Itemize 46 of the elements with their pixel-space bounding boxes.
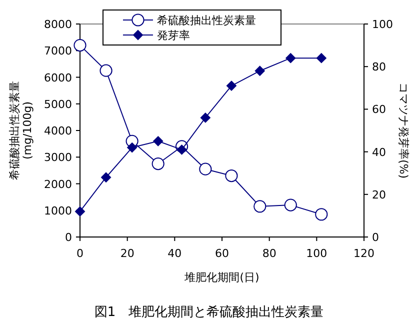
y2-tick-label: 40 [372, 146, 386, 159]
x-tick-label: 40 [168, 247, 182, 260]
y2-tick-label: 0 [372, 231, 379, 244]
point [101, 172, 112, 182]
point [100, 64, 112, 77]
point [199, 162, 212, 176]
point [225, 169, 238, 182]
point [226, 80, 236, 91]
y-tick-label: 2000 [44, 178, 72, 191]
x-tick-label: 60 [215, 247, 229, 260]
y2-tick-label: 80 [372, 60, 386, 74]
y-tick-label: 4000 [44, 124, 72, 138]
y2-tick-label: 100 [372, 18, 393, 31]
point [286, 53, 296, 64]
y-tick-label: 8000 [44, 18, 72, 31]
point [315, 208, 328, 221]
point [176, 144, 187, 155]
y2-axis-title: コマツナ発芽率(%) [397, 82, 410, 179]
point [127, 142, 138, 153]
x-tick-label: 20 [120, 247, 134, 260]
point [284, 198, 297, 212]
y-tick-label: 5000 [44, 98, 72, 111]
y-tick-label: 7000 [44, 44, 72, 58]
x-axis-title: 堆肥化期間(日) [184, 271, 260, 284]
y-tick-label: 6000 [44, 71, 72, 84]
y2-tick-label: 60 [372, 103, 386, 116]
y-tick-label: 3000 [44, 151, 72, 164]
text: 図1 堆肥化期間と希硫酸抽出性炭素量 [94, 305, 324, 320]
x-tick-label: 100 [306, 247, 328, 260]
y-tick-label: 1000 [44, 204, 72, 218]
legend-label: 希硫酸抽出性炭素量 [157, 14, 256, 27]
point [152, 157, 164, 170]
point [316, 53, 326, 64]
point [74, 39, 86, 52]
x-tick-label: 80 [262, 247, 276, 260]
x-tick-label: 120 [354, 247, 374, 260]
point [200, 112, 210, 123]
x-tick-label: 0 [76, 247, 84, 260]
y-tick-label: 0 [65, 231, 72, 244]
legend-label: 発芽率 [157, 29, 190, 42]
y2-tick-label: 20 [372, 188, 386, 202]
point [254, 200, 266, 213]
point [254, 66, 265, 76]
point [153, 136, 164, 146]
point [75, 206, 85, 216]
y-axis-title: 希硫酸抽出性炭素量 (mg/100g) [8, 81, 34, 180]
